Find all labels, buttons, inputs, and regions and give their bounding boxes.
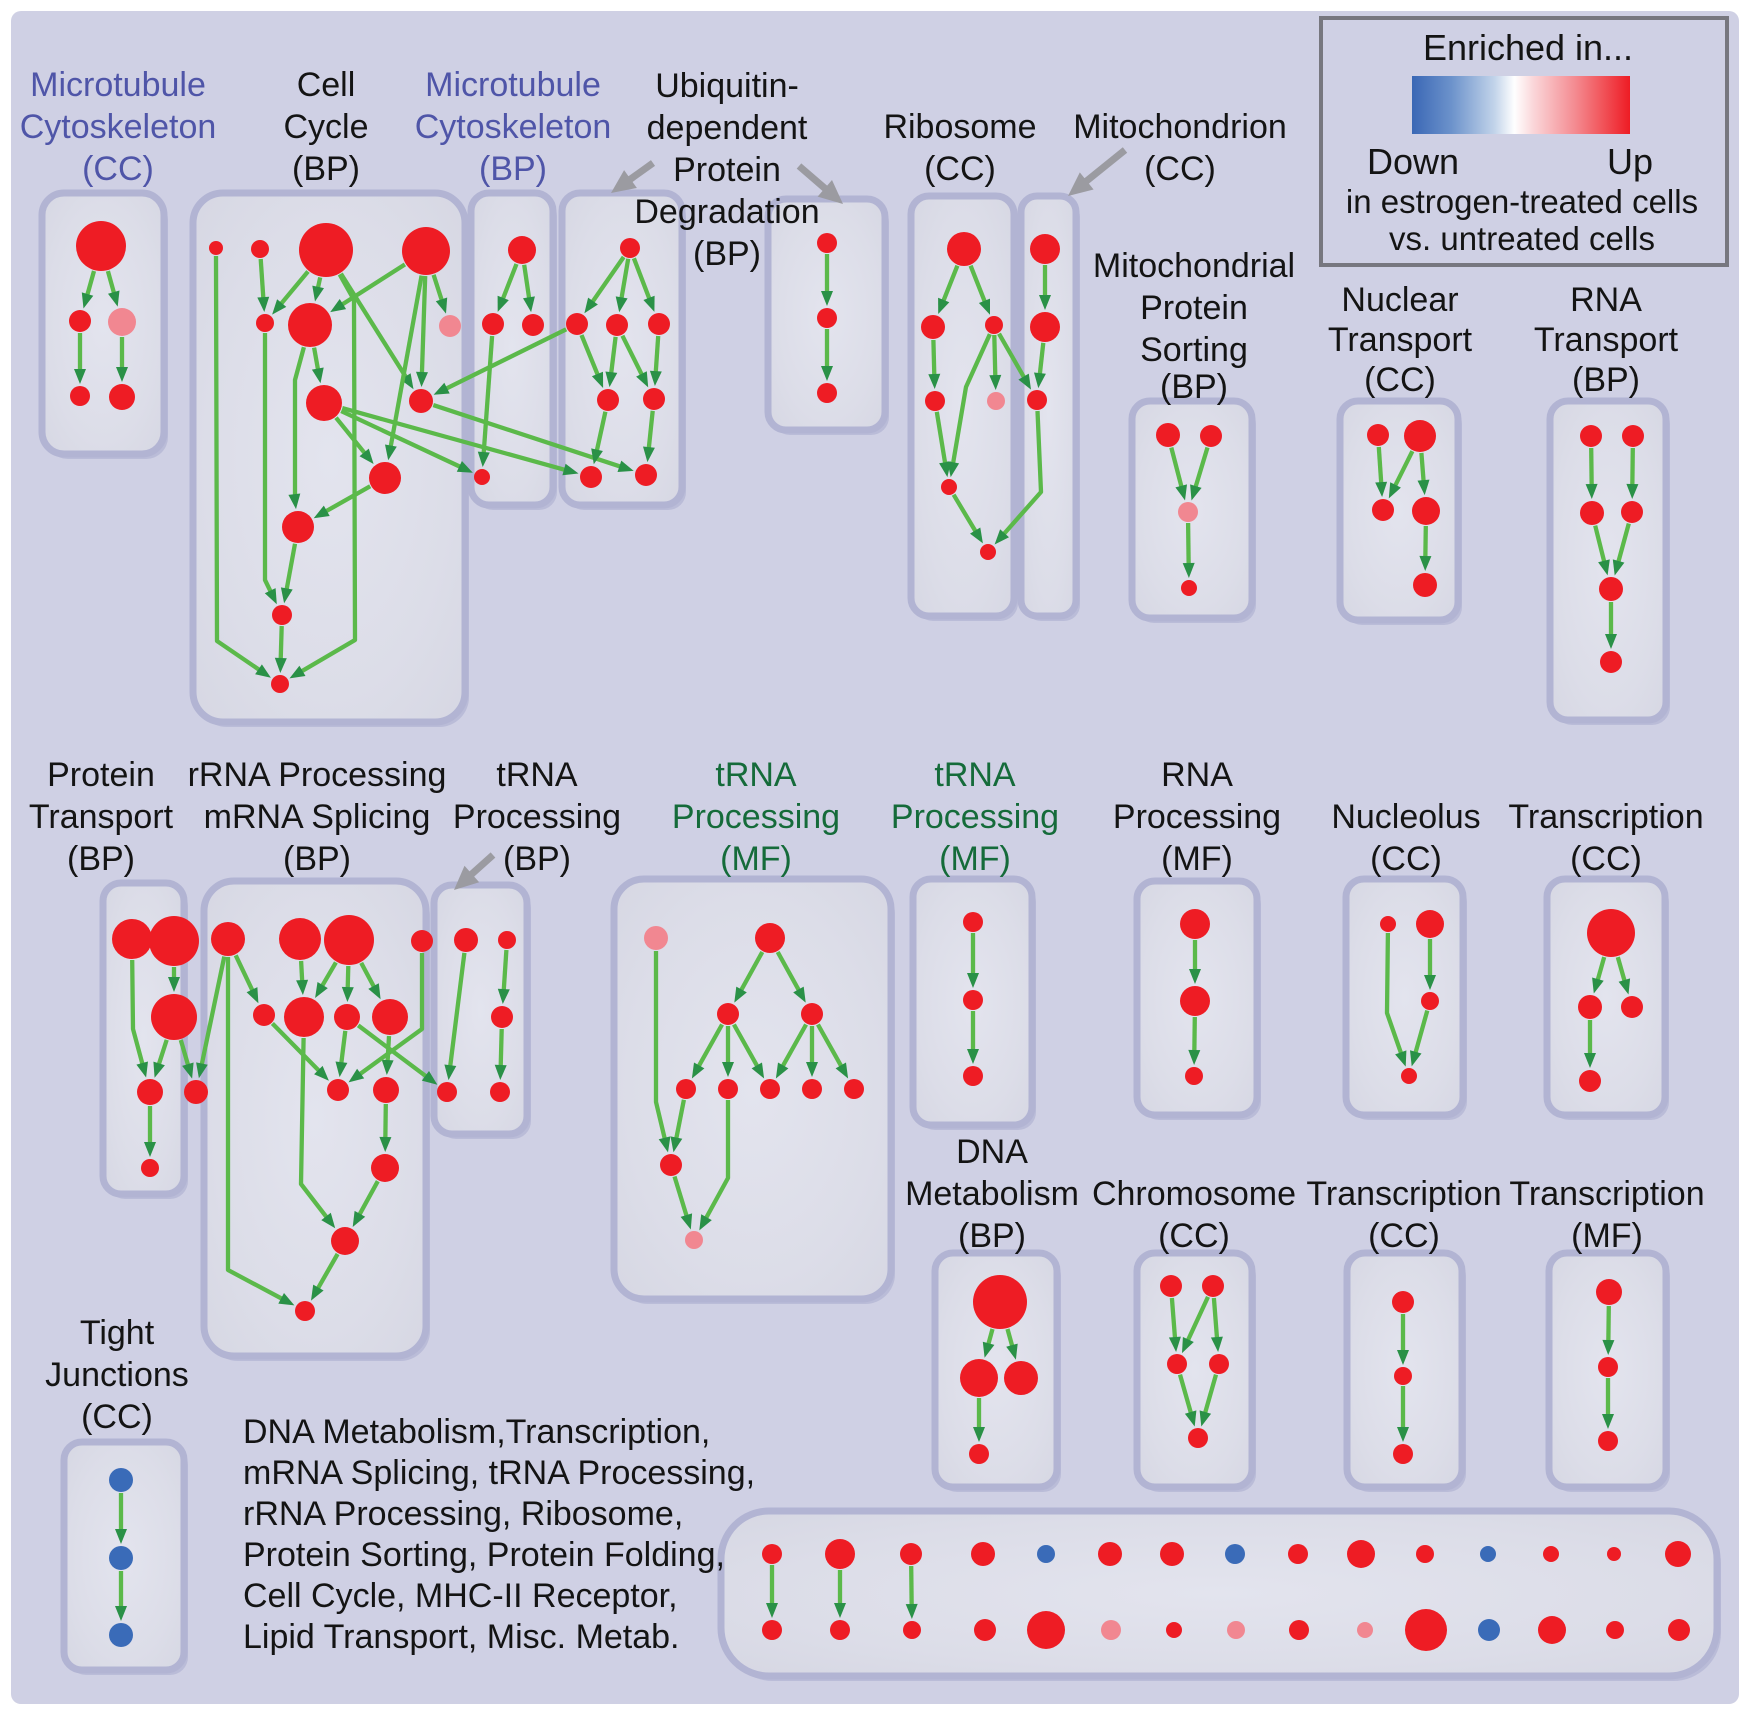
svg-text:(CC): (CC): [1144, 150, 1216, 188]
svg-text:RNA: RNA: [1161, 756, 1233, 794]
svg-text:(CC): (CC): [82, 150, 154, 188]
svg-text:rRNA Processing, Ribosome,: rRNA Processing, Ribosome,: [243, 1495, 683, 1533]
svg-text:in estrogen-treated cells: in estrogen-treated cells: [1346, 183, 1698, 220]
svg-text:Protein: Protein: [47, 756, 155, 794]
svg-text:Ribosome: Ribosome: [883, 108, 1036, 146]
svg-text:(BP): (BP): [958, 1217, 1026, 1255]
svg-text:Processing: Processing: [891, 798, 1059, 836]
svg-text:Transport: Transport: [29, 798, 174, 836]
svg-text:Nuclear: Nuclear: [1341, 281, 1458, 319]
svg-text:tRNA: tRNA: [496, 756, 578, 794]
svg-text:Cytoskeleton: Cytoskeleton: [20, 108, 217, 146]
svg-text:Sorting: Sorting: [1140, 331, 1248, 369]
svg-text:(BP): (BP): [1572, 361, 1640, 399]
svg-text:Transcription: Transcription: [1508, 798, 1703, 836]
svg-text:mRNA Splicing: mRNA Splicing: [204, 798, 431, 836]
svg-text:Processing: Processing: [1113, 798, 1281, 836]
svg-text:Transport: Transport: [1328, 321, 1473, 359]
svg-text:(CC): (CC): [1570, 840, 1642, 878]
svg-text:Cycle: Cycle: [283, 108, 368, 146]
svg-text:Mitochondrial: Mitochondrial: [1093, 247, 1295, 285]
svg-text:(BP): (BP): [503, 840, 571, 878]
svg-text:Cytoskeleton: Cytoskeleton: [415, 108, 612, 146]
svg-text:Mitochondrion: Mitochondrion: [1073, 108, 1287, 146]
svg-text:(MF): (MF): [939, 840, 1011, 878]
svg-text:Tight: Tight: [80, 1314, 155, 1352]
svg-text:Protein: Protein: [673, 151, 781, 189]
svg-text:(CC): (CC): [1370, 840, 1442, 878]
svg-text:Nucleolus: Nucleolus: [1331, 798, 1480, 836]
svg-text:Enriched in...: Enriched in...: [1423, 27, 1633, 68]
svg-text:Up: Up: [1607, 141, 1653, 182]
svg-text:Down: Down: [1367, 141, 1459, 182]
svg-text:Cell Cycle, MHC-II Receptor,: Cell Cycle, MHC-II Receptor,: [243, 1577, 678, 1615]
svg-text:(CC): (CC): [81, 1398, 153, 1436]
svg-text:(BP): (BP): [1160, 368, 1228, 406]
svg-text:rRNA Processing: rRNA Processing: [188, 756, 447, 794]
svg-text:(CC): (CC): [1158, 1217, 1230, 1255]
svg-text:(BP): (BP): [292, 150, 360, 188]
svg-text:mRNA Splicing, tRNA Processing: mRNA Splicing, tRNA Processing,: [243, 1454, 755, 1492]
svg-text:RNA: RNA: [1570, 281, 1642, 319]
svg-text:dependent: dependent: [647, 109, 808, 147]
svg-text:Degradation: Degradation: [634, 193, 819, 231]
svg-text:(CC): (CC): [1364, 361, 1436, 399]
svg-text:Lipid Transport, Misc. Metab.: Lipid Transport, Misc. Metab.: [243, 1618, 680, 1656]
svg-text:(BP): (BP): [283, 840, 351, 878]
svg-text:(BP): (BP): [693, 235, 761, 273]
svg-text:Chromosome: Chromosome: [1092, 1175, 1296, 1213]
svg-text:Microtubule: Microtubule: [425, 66, 601, 104]
svg-text:(BP): (BP): [479, 150, 547, 188]
svg-text:Microtubule: Microtubule: [30, 66, 206, 104]
svg-text:Protein Sorting, Protein Foldi: Protein Sorting, Protein Folding,: [243, 1536, 725, 1574]
svg-text:Metabolism: Metabolism: [905, 1175, 1079, 1213]
svg-text:Ubiquitin-: Ubiquitin-: [655, 67, 799, 105]
svg-text:tRNA: tRNA: [715, 756, 797, 794]
svg-text:Transcription: Transcription: [1306, 1175, 1501, 1213]
svg-text:(CC): (CC): [1368, 1217, 1440, 1255]
svg-text:(MF): (MF): [1161, 840, 1233, 878]
svg-text:Junctions: Junctions: [45, 1356, 189, 1394]
svg-text:(CC): (CC): [924, 150, 996, 188]
svg-text:Protein: Protein: [1140, 289, 1248, 327]
svg-text:tRNA: tRNA: [934, 756, 1016, 794]
svg-text:Transcription: Transcription: [1509, 1175, 1704, 1213]
svg-text:DNA: DNA: [956, 1133, 1028, 1171]
svg-text:Processing: Processing: [453, 798, 621, 836]
svg-text:vs. untreated cells: vs. untreated cells: [1389, 220, 1655, 257]
svg-text:(BP): (BP): [67, 840, 135, 878]
svg-text:(MF): (MF): [720, 840, 792, 878]
svg-text:Cell: Cell: [297, 66, 356, 104]
svg-text:Processing: Processing: [672, 798, 840, 836]
svg-text:DNA Metabolism,Transcription,: DNA Metabolism,Transcription,: [243, 1413, 710, 1451]
svg-text:(MF): (MF): [1571, 1217, 1643, 1255]
svg-text:Transport: Transport: [1534, 321, 1679, 359]
